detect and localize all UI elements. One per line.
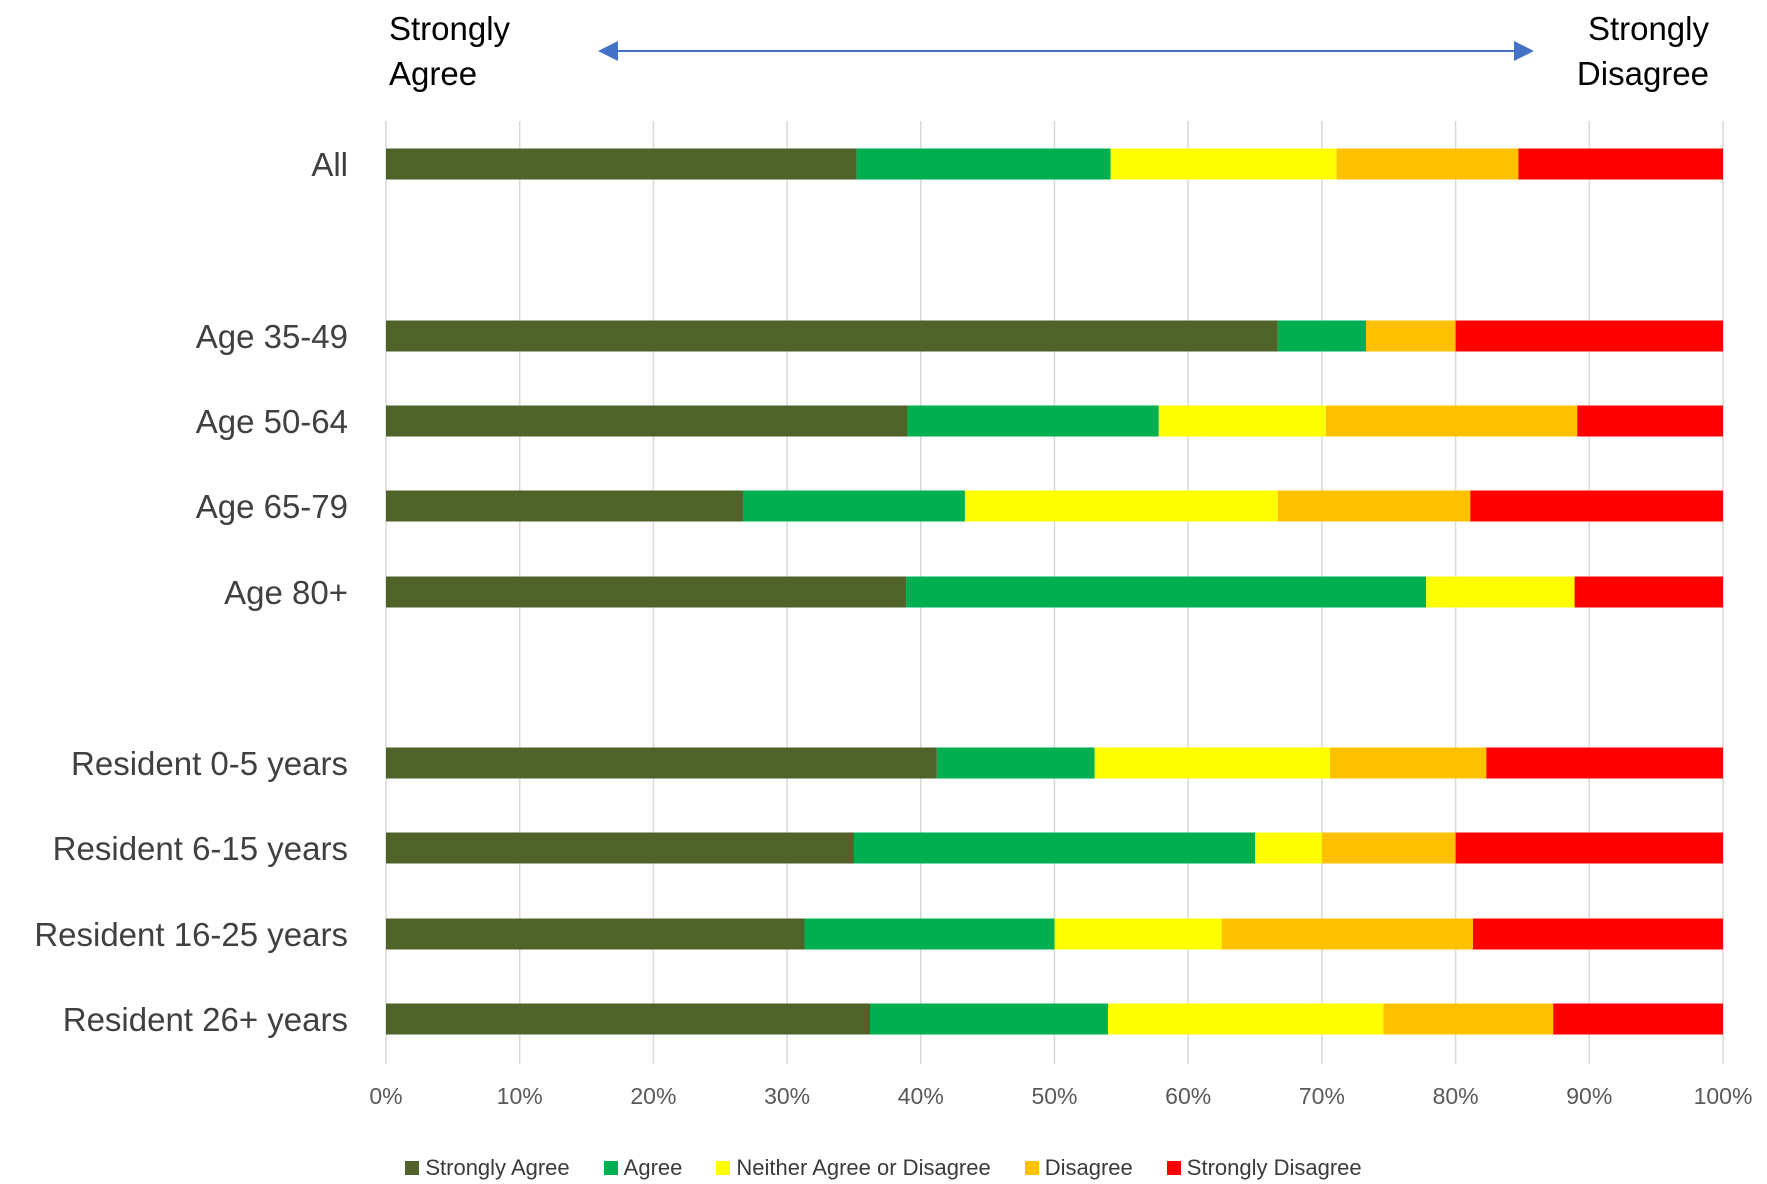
- bar-segment: [1366, 320, 1456, 352]
- bar-segment: [1336, 148, 1519, 180]
- bar-segment: [906, 576, 1427, 608]
- bar-segment: [1553, 1003, 1723, 1035]
- bar-segment: [1255, 832, 1322, 864]
- scale-label-line: Disagree: [1576, 55, 1709, 92]
- x-tick-label: 30%: [764, 1083, 810, 1109]
- bar-segment: [1577, 405, 1723, 437]
- bar-segment: [1110, 148, 1337, 180]
- legend-swatch: [603, 1161, 618, 1175]
- legend-item: Strongly Disagree: [1166, 1155, 1362, 1181]
- category-label: Age 80+: [224, 574, 348, 611]
- bar-segment: [1094, 747, 1330, 779]
- bar-segment: [1486, 747, 1723, 779]
- legend-label: Strongly Agree: [425, 1155, 570, 1180]
- bar-segment: [907, 405, 1159, 437]
- bar-segment: [386, 490, 743, 522]
- x-tick-label: 10%: [497, 1083, 543, 1109]
- scale-label-line: Strongly: [389, 10, 511, 47]
- category-label: Age 50-64: [196, 403, 348, 440]
- category-label: Age 35-49: [196, 318, 348, 355]
- x-tick-label: 80%: [1433, 1083, 1479, 1109]
- x-tick-label: 50%: [1031, 1083, 1077, 1109]
- x-tick-label: 60%: [1165, 1083, 1211, 1109]
- category-label: Resident 26+ years: [63, 1001, 348, 1038]
- bar-segment: [1277, 320, 1367, 352]
- legend-swatch: [405, 1161, 420, 1175]
- bar-segment: [1329, 747, 1487, 779]
- legend-label: Neither Agree or Disagree: [736, 1155, 991, 1180]
- bar-segment: [742, 490, 965, 522]
- bar-segment: [1277, 490, 1471, 522]
- bar-segment: [386, 918, 805, 950]
- bar-segment: [1574, 576, 1723, 608]
- legend-swatch: [1166, 1161, 1181, 1175]
- scale-label-line: Strongly: [1587, 10, 1709, 47]
- bar-segment: [1107, 1003, 1384, 1035]
- bar-segment: [1054, 918, 1222, 950]
- bar-segment: [1221, 918, 1473, 950]
- bar-segment: [1158, 405, 1326, 437]
- x-tick-label: 40%: [898, 1083, 944, 1109]
- bar-segment: [1472, 918, 1723, 950]
- legend-label: Strongly Disagree: [1186, 1155, 1362, 1180]
- bar-segment: [853, 832, 1256, 864]
- scale-label-strongly-disagree: Strongly Disagree: [1577, 6, 1709, 96]
- bar-segment: [386, 576, 907, 608]
- bar-segment: [386, 405, 908, 437]
- scale-label-line: Agree: [389, 55, 478, 92]
- bar-segment: [386, 148, 857, 180]
- bar-segment: [804, 918, 1055, 950]
- x-tick-label: 100%: [1694, 1083, 1753, 1109]
- bar-segment: [1325, 405, 1578, 437]
- category-label: Resident 0-5 years: [71, 745, 348, 782]
- bar-segment: [386, 1003, 870, 1035]
- bar-segment: [1383, 1003, 1554, 1035]
- bar-segment: [1321, 832, 1456, 864]
- bar-segment: [1426, 576, 1575, 608]
- scale-label-strongly-agree: Strongly Agree: [389, 6, 510, 96]
- category-label: Age 65-79: [196, 488, 348, 525]
- bar-segment: [1455, 320, 1723, 352]
- bar-segment: [936, 747, 1095, 779]
- bar-segment: [386, 747, 937, 779]
- bar-segment: [1518, 148, 1723, 180]
- x-tick-label: 70%: [1299, 1083, 1345, 1109]
- legend-swatch: [1024, 1161, 1039, 1175]
- x-tick-label: 90%: [1566, 1083, 1612, 1109]
- bar-segment: [1470, 490, 1723, 522]
- legend-label: Agree: [623, 1155, 683, 1180]
- legend-label: Disagree: [1044, 1155, 1133, 1180]
- bars: [386, 148, 1723, 1035]
- legend-item: Neither Agree or Disagree: [716, 1155, 991, 1181]
- bar-segment: [386, 832, 854, 864]
- bar-segment: [964, 490, 1278, 522]
- legend-item: Disagree: [1024, 1155, 1133, 1181]
- legend: Strongly Agree Agree Neither Agree or Disa…: [0, 1155, 1767, 1181]
- x-tick-label: 20%: [630, 1083, 676, 1109]
- x-tick-label: 0%: [369, 1083, 402, 1109]
- category-labels: All Age 35-49 Age 50-64 Age 65-79 Age 80+ Res…: [34, 146, 348, 1038]
- legend-item: Agree: [603, 1155, 683, 1181]
- category-label: Resident 16-25 years: [34, 916, 348, 953]
- legend-swatch: [716, 1161, 731, 1175]
- bar-segment: [1455, 832, 1723, 864]
- x-axis-tick-labels: 0% 10% 20% 30% 40% 50% 60% 70% 80% 90% 100%: [369, 1083, 1752, 1109]
- bar-segment: [869, 1003, 1108, 1035]
- legend-item: Strongly Agree: [405, 1155, 570, 1181]
- category-label: Resident 6-15 years: [53, 830, 348, 867]
- bar-segment: [386, 320, 1278, 352]
- category-label: All: [311, 146, 348, 183]
- bar-segment: [856, 148, 1111, 180]
